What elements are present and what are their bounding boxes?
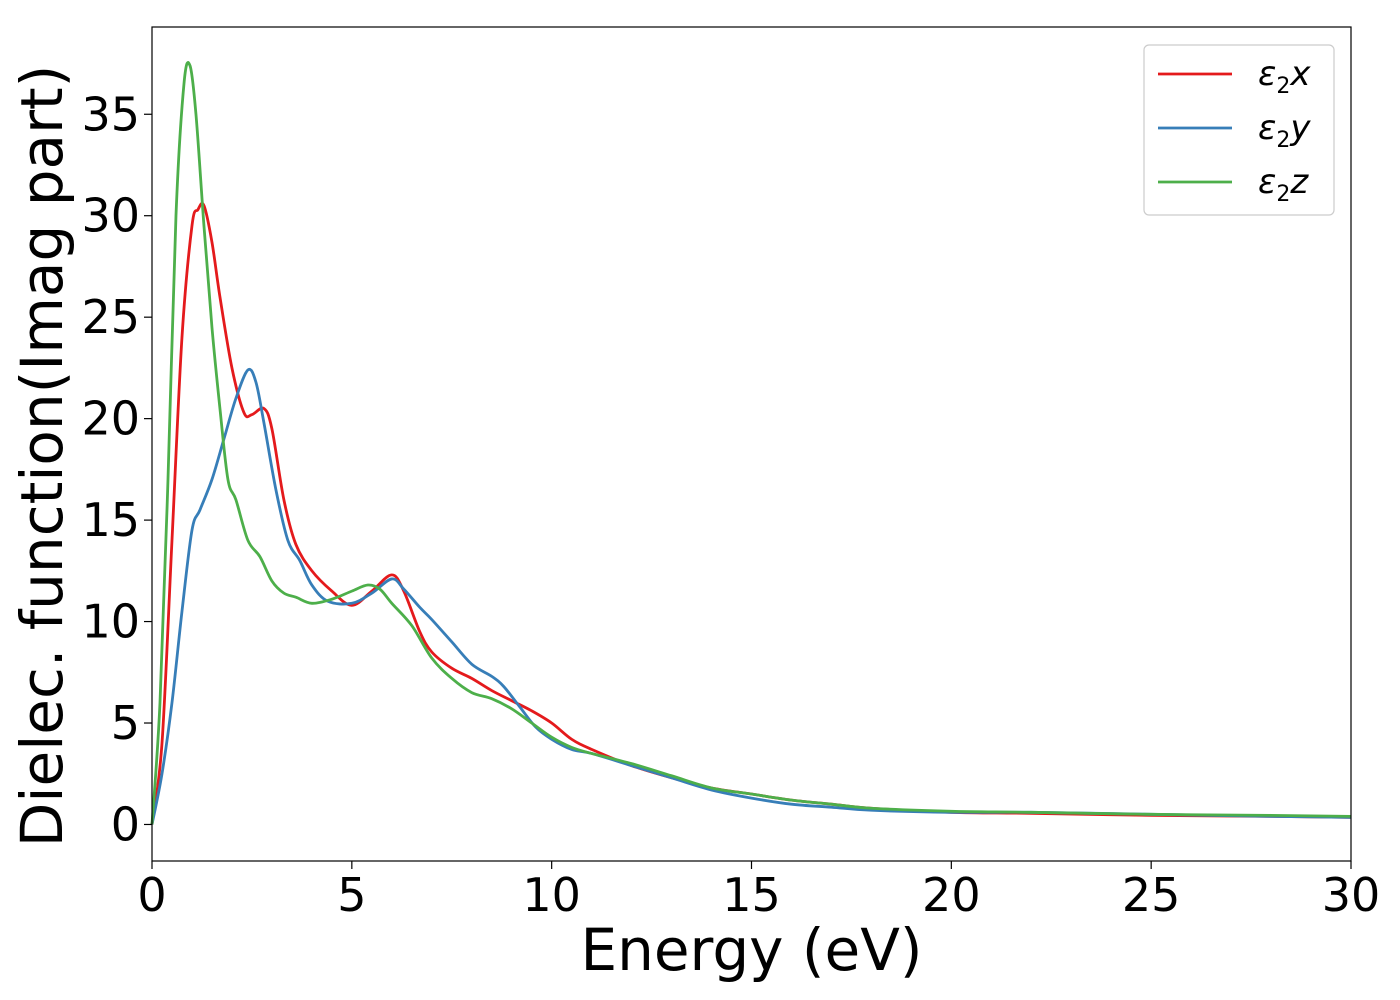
y-tick-label: 0 [111, 797, 140, 851]
x-tick-label: 15 [722, 868, 781, 922]
series-line-z [150, 61, 1352, 825]
series-line-y [150, 367, 1352, 825]
y-tick-label: 35 [81, 87, 140, 141]
series-line-x [150, 202, 1352, 825]
y-tick-label: 30 [81, 189, 140, 243]
x-axis-ticks: 0 5 10 15 20 25 30 [137, 861, 1380, 922]
legend-label-x: ε2x [1258, 54, 1311, 99]
legend-box [1143, 44, 1335, 216]
series-layer [150, 61, 1352, 825]
y-tick-label: 10 [81, 595, 140, 649]
legend-label-y: ε2y [1258, 108, 1311, 153]
y-axis-ticks: 0 5 10 15 20 25 30 35 [81, 87, 152, 851]
y-tick-label: 20 [81, 392, 140, 446]
x-tick-label: 30 [1322, 868, 1381, 922]
x-tick-label: 10 [522, 868, 581, 922]
y-axis-label: Dielec. function(Imag part) [8, 65, 76, 848]
y-tick-label: 25 [81, 290, 140, 344]
x-axis-label: Energy (eV) [580, 916, 922, 984]
x-tick-label: 25 [1122, 868, 1181, 922]
y-tick-label: 5 [111, 696, 140, 750]
x-tick-label: 20 [922, 868, 981, 922]
y-tick-label: 15 [81, 493, 140, 547]
legend: ε2x ε2y ε2z [1143, 44, 1335, 216]
legend-label-z: ε2z [1258, 162, 1309, 207]
x-tick-label: 5 [337, 868, 366, 922]
x-tick-label: 0 [137, 868, 166, 922]
